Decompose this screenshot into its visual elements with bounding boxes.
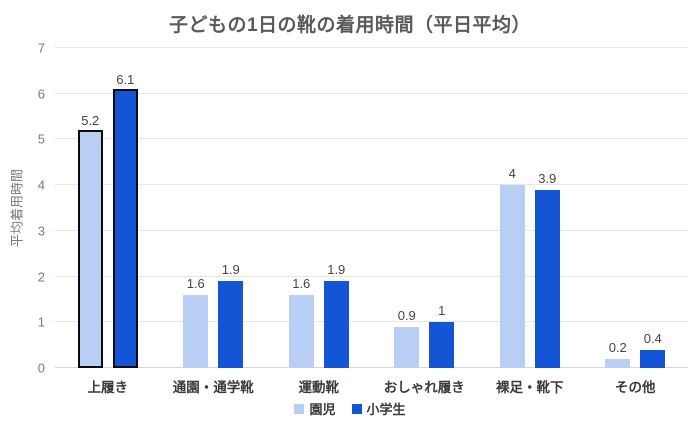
category-label: 上履き (87, 380, 129, 395)
bar-group: 1.6 1.9 通園・通学靴 (161, 48, 267, 395)
y-tick-label: 0 (37, 360, 45, 376)
bar-園児: 4 (499, 166, 525, 368)
category-label: 裸足・靴下 (496, 380, 564, 395)
y-axis-ticks: 0 1 2 3 4 5 6 7 (0, 41, 45, 376)
legend-swatch-icon (294, 403, 305, 414)
bar-value-label: 4 (508, 166, 516, 182)
bar-小学生: 1.9 (218, 262, 244, 368)
bar-小学生: 3.9 (534, 171, 560, 368)
y-tick-label: 1 (37, 314, 45, 330)
legend-swatch-icon (351, 403, 362, 414)
legend-item: 園児 (294, 399, 336, 418)
gridline (55, 138, 688, 140)
y-tick-label: 7 (37, 40, 45, 56)
bar-value-label: 0.9 (397, 307, 416, 323)
bar-value-label: 0.2 (608, 339, 627, 355)
gridline (55, 92, 688, 94)
y-tick-label: 3 (37, 223, 45, 239)
bar-group: 0.2 0.4 その他 (583, 48, 689, 395)
bar-value-label: 6.1 (116, 72, 135, 88)
category-label: 運動靴 (298, 380, 340, 395)
gridline (55, 229, 688, 231)
bar-小学生: 6.1 (112, 72, 138, 368)
y-tick-label: 6 (37, 86, 45, 102)
bar-小学生: 1 (429, 303, 455, 368)
legend-label: 小学生 (366, 402, 406, 417)
bar-group: 1.6 1.9 運動靴 (266, 48, 372, 395)
bar-value-label: 0.4 (643, 330, 662, 346)
y-tick-label: 2 (37, 269, 45, 285)
plot-area: 5.2 6.1 上履き 1.6 1.9 通園・通学靴 1.6 1.9 運動靴 0.9 1 おしゃれ履き… (55, 47, 689, 395)
bar-園児: 0.2 (605, 340, 631, 368)
chart-title: 子どもの1日の靴の着用時間（平日平均） (168, 15, 532, 36)
gridline (55, 47, 688, 48)
bar-group: 5.2 6.1 上履き (55, 48, 161, 395)
legend-item: 小学生 (351, 399, 406, 418)
y-tick-label: 4 (37, 177, 45, 193)
x-axis-line (55, 367, 688, 368)
bar-value-label: 1.9 (327, 262, 346, 278)
legend: 園児 小学生 (0, 399, 700, 418)
bar-value-label: 1.6 (186, 275, 205, 291)
bar-園児: 5.2 (77, 113, 103, 368)
gridline (55, 184, 688, 186)
category-label: その他 (615, 380, 656, 395)
bar-value-label: 1.6 (292, 275, 311, 291)
bar-園児: 0.9 (394, 308, 420, 368)
bar-value-label: 3.9 (538, 170, 557, 186)
bar-園児: 1.6 (288, 276, 314, 368)
legend-label: 園児 (309, 402, 336, 417)
category-label: 通園・通学靴 (172, 380, 254, 395)
category-label: おしゃれ履き (383, 380, 465, 395)
bar-value-label: 1.9 (221, 262, 240, 278)
bar-value-label: 5.2 (81, 113, 100, 129)
bar-value-label: 1 (438, 303, 446, 319)
bar-小学生: 0.4 (640, 331, 666, 368)
gridlines (55, 47, 688, 368)
bar-group: 0.9 1 おしゃれ履き (372, 48, 478, 395)
gridline (55, 321, 688, 323)
y-tick-label: 5 (37, 131, 45, 147)
bar-園児: 1.6 (183, 276, 209, 368)
gridline (55, 275, 688, 277)
bar-groups: 5.2 6.1 上履き 1.6 1.9 通園・通学靴 1.6 1.9 運動靴 0.9 1 おしゃれ履き… (55, 48, 689, 395)
bar-小学生: 1.9 (323, 262, 349, 368)
bar-group: 4 3.9 裸足・靴下 (477, 48, 583, 395)
